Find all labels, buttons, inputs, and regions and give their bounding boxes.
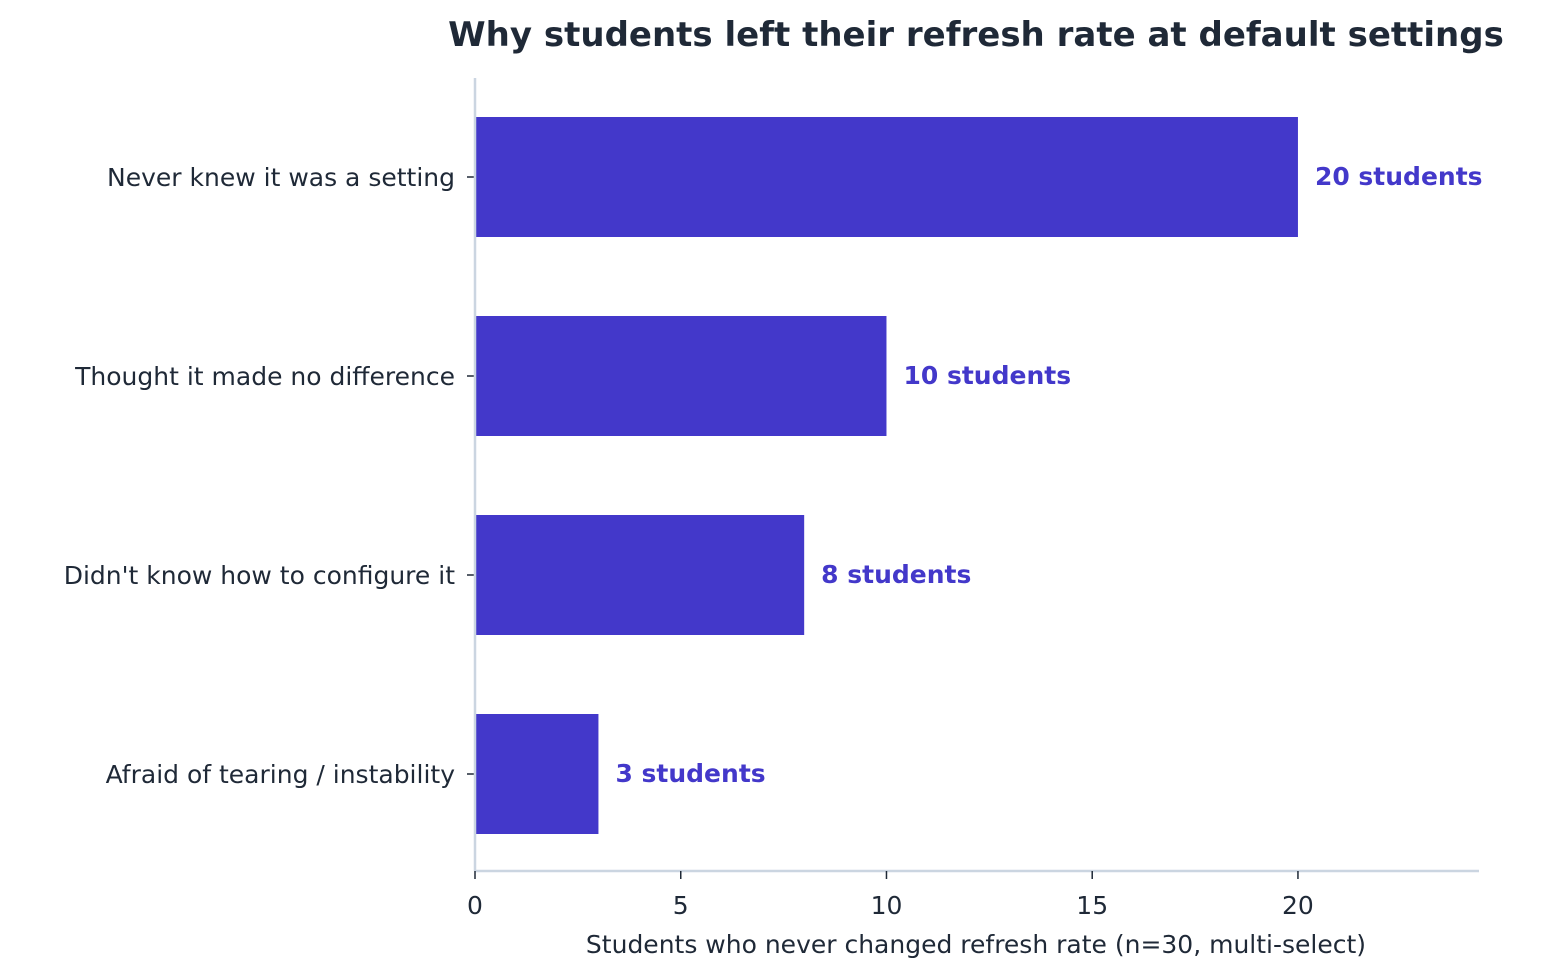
chart-title: Why students left their refresh rate at …	[448, 15, 1504, 55]
value-label: 8 students	[821, 560, 971, 589]
category-label: Thought it made no difference	[74, 362, 455, 391]
value-label: 3 students	[615, 759, 765, 788]
bar	[475, 515, 805, 635]
bar	[475, 117, 1298, 237]
labels-layer: Never knew it was a setting 20 students Th…	[64, 162, 1483, 920]
x-tick-label: 20	[1282, 891, 1314, 920]
axes-layer	[467, 78, 1479, 879]
x-tick-label: 5	[673, 891, 689, 920]
x-tick-label: 10	[871, 891, 903, 920]
x-tick-label: 0	[467, 891, 483, 920]
value-label: 10 students	[903, 361, 1071, 390]
x-tick-label: 15	[1076, 891, 1108, 920]
category-label: Didn't know how to configure it	[64, 561, 455, 590]
bar	[475, 316, 887, 436]
category-label: Never knew it was a setting	[107, 163, 455, 192]
category-label: Afraid of tearing / instability	[106, 760, 456, 789]
bar	[475, 714, 599, 834]
x-axis-title: Students who never changed refresh rate …	[586, 930, 1366, 959]
value-label: 20 students	[1315, 162, 1483, 191]
bars-layer	[475, 117, 1298, 834]
